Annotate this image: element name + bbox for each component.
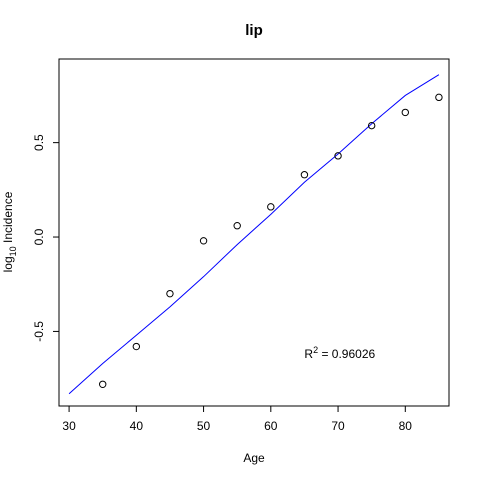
data-point [401, 108, 409, 117]
y-tick-label: 0.0 [32, 228, 46, 245]
x-axis: 30 40 50 60 70 80 [62, 405, 413, 433]
y-axis: -0.5 0.0 0.5 [32, 134, 60, 342]
x-tick-label: 70 [331, 419, 345, 433]
r-squared-main: R [304, 347, 313, 361]
y-axis-label-rest: Incidence [1, 191, 15, 246]
plot-marks [68, 74, 443, 395]
fit-line [68, 74, 440, 395]
plot-frame [58, 58, 450, 407]
data-point [99, 380, 107, 388]
r-squared-sup: 2 [313, 345, 318, 355]
data-point [334, 152, 342, 160]
data-point [233, 222, 241, 230]
chart-title: lip [245, 22, 263, 39]
data-point [300, 171, 309, 179]
x-tick-label: 60 [264, 419, 278, 433]
data-point [199, 237, 208, 245]
y-axis-label-main: log [1, 256, 15, 272]
x-tick-label: 40 [130, 419, 144, 433]
data-point [166, 289, 174, 298]
data-point [132, 342, 141, 351]
y-axis-label-sub: 10 [8, 246, 18, 256]
y-tick-label: 0.5 [32, 134, 46, 151]
data-point [367, 121, 376, 130]
x-tick-label: 50 [197, 419, 211, 433]
r-squared-rest: = 0.96026 [318, 347, 375, 361]
data-point [267, 203, 275, 211]
x-tick-label: 80 [399, 419, 413, 433]
y-axis-label: log10 Incidence [1, 191, 18, 272]
x-tick-label: 30 [62, 419, 76, 433]
data-point [435, 93, 443, 102]
y-tick-label: -0.5 [32, 321, 46, 342]
r-squared-annotation: R2 = 0.96026 [304, 345, 375, 361]
x-axis-label: Age [243, 451, 265, 465]
